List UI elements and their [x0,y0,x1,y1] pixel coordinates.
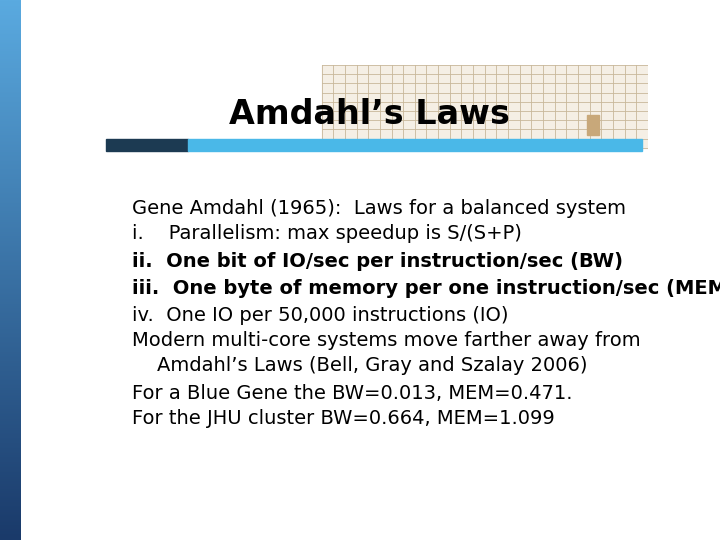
Text: Gene Amdahl (1965):  Laws for a balanced system: Gene Amdahl (1965): Laws for a balanced … [132,199,626,218]
Bar [587,114,599,134]
Bar [322,65,648,148]
Bar [188,139,642,151]
Text: Amdahl’s Laws: Amdahl’s Laws [228,98,510,131]
Text: Modern multi-core systems move farther away from: Modern multi-core systems move farther a… [132,331,641,350]
Text: For the JHU cluster BW=0.664, MEM=1.099: For the JHU cluster BW=0.664, MEM=1.099 [132,409,554,428]
Text: iii.  One byte of memory per one instruction/sec (MEM): iii. One byte of memory per one instruct… [132,279,720,298]
Text: i.    Parallelism: max speedup is S/(S+P): i. Parallelism: max speedup is S/(S+P) [132,224,522,243]
Bar [106,139,188,151]
Text: For a Blue Gene the BW=0.013, MEM=0.471.: For a Blue Gene the BW=0.013, MEM=0.471. [132,384,572,403]
Text: ii.  One bit of IO/sec per instruction/sec (BW): ii. One bit of IO/sec per instruction/se… [132,252,623,271]
Text: iv.  One IO per 50,000 instructions (IO): iv. One IO per 50,000 instructions (IO) [132,306,508,325]
Text: Amdahl’s Laws (Bell, Gray and Szalay 2006): Amdahl’s Laws (Bell, Gray and Szalay 200… [132,356,588,375]
